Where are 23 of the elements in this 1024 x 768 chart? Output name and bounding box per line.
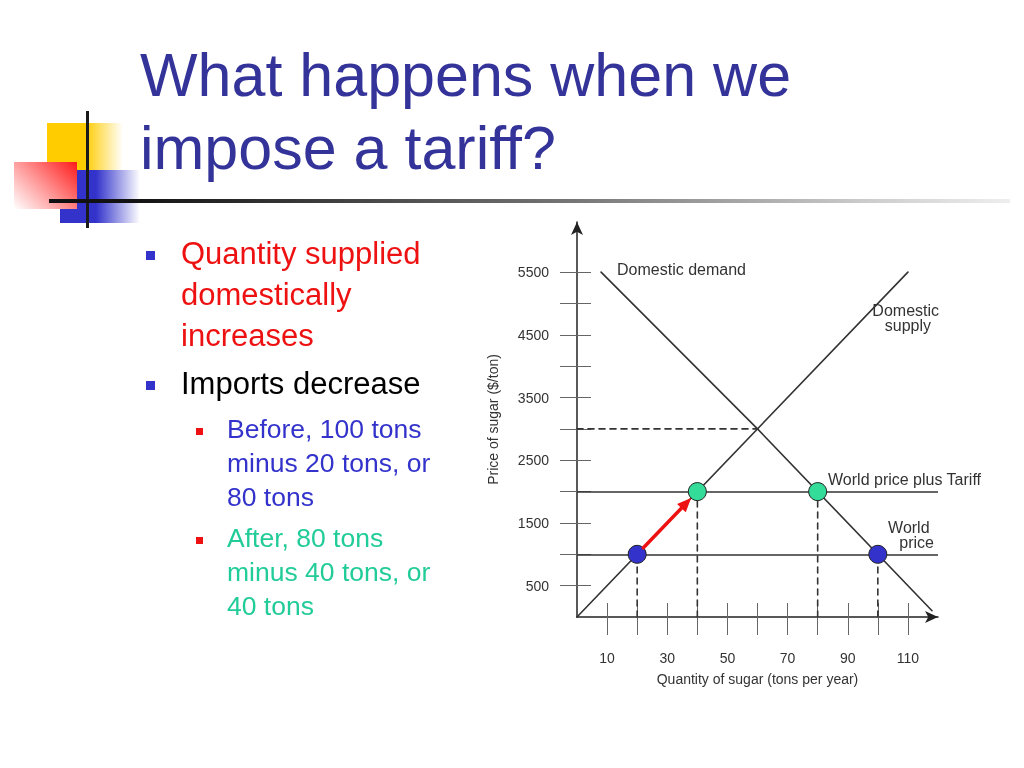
x-tick-label: 50 bbox=[719, 650, 736, 666]
x-axis-title: Quantity of sugar (tons per year) bbox=[656, 671, 859, 687]
x-tick-label: 10 bbox=[599, 650, 616, 666]
text: After, 80 tons minus 40 tons, or 40 tons bbox=[227, 522, 432, 623]
text: Quantity supplied domestically increases bbox=[181, 235, 422, 355]
x-tick-label: 30 bbox=[659, 650, 676, 666]
y-tick-label: 1500 bbox=[517, 514, 550, 531]
y-tick-label: 3500 bbox=[517, 389, 550, 406]
text: Imports decrease bbox=[181, 365, 422, 403]
text: Before, 100 tons minus 20 tons, or 80 tons bbox=[227, 413, 432, 514]
y-tick-label: 2500 bbox=[517, 452, 550, 469]
series-label: Domestic demand bbox=[617, 260, 747, 278]
x-tick-label: 110 bbox=[896, 650, 920, 666]
y-tick-label: 4500 bbox=[517, 326, 550, 343]
x-tick-label: 90 bbox=[839, 650, 856, 666]
ref-line-label: World price bbox=[888, 519, 935, 552]
y-tick-label: 500 bbox=[525, 577, 550, 594]
x-tick-label: 70 bbox=[779, 650, 796, 666]
y-tick-label: 5500 bbox=[517, 264, 550, 281]
series-label: Domestic supply bbox=[872, 302, 944, 335]
y-axis-title: Price of sugar ($/ton) bbox=[485, 354, 501, 485]
chart-title: What happens when we impose a tariff? bbox=[140, 40, 793, 184]
ref-line-label: World price plus Tariff bbox=[828, 471, 982, 489]
